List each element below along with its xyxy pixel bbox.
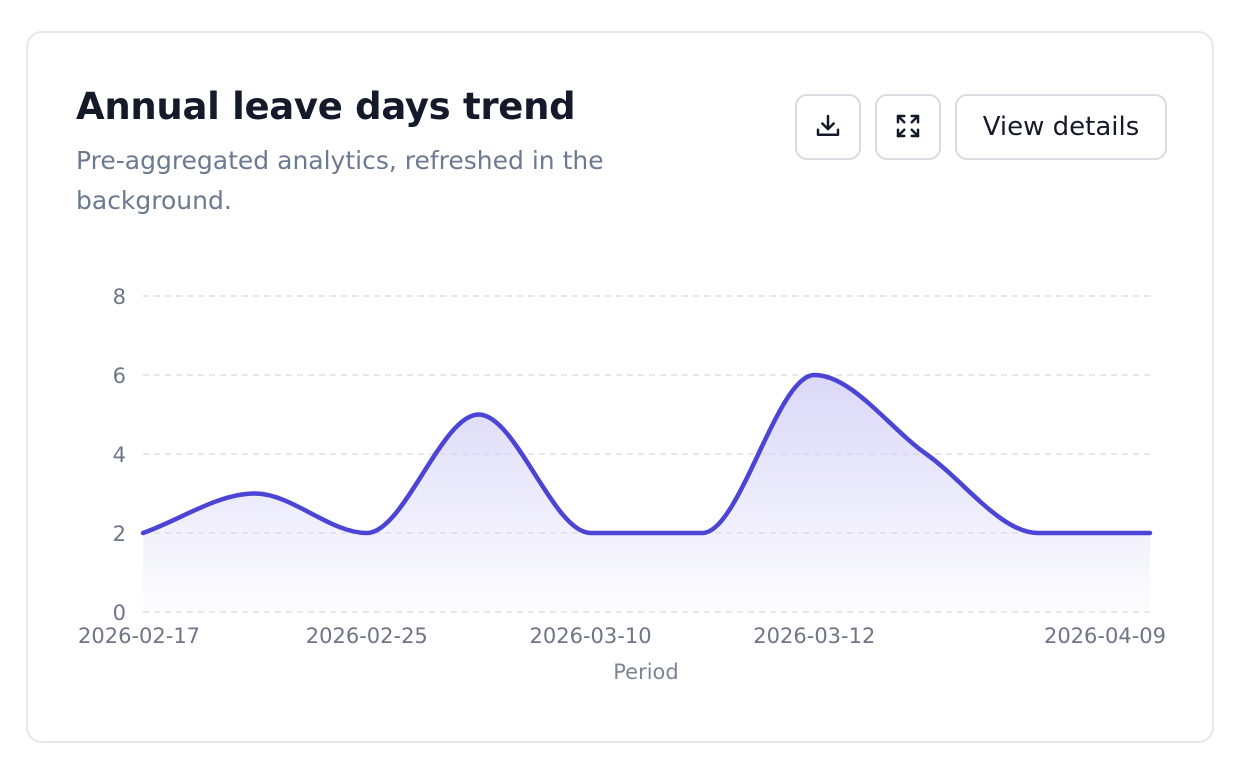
y-tick-label: 4 [113,443,126,467]
x-tick-label: 2026-02-17 [78,624,200,648]
y-axis: 0 2 4 6 8 [113,285,126,625]
expand-icon [893,111,923,144]
x-tick-label: 2026-03-10 [530,624,652,648]
download-button[interactable] [795,94,861,160]
x-axis: 2026-02-17 2026-02-25 2026-03-10 2026-03-12… [78,624,1166,648]
download-icon [813,111,843,144]
chart-title: Annual leave days trend [76,85,576,128]
view-details-button[interactable]: View details [955,94,1167,160]
series-area [143,375,1150,612]
x-tick-label: 2026-03-12 [753,624,875,648]
y-tick-label: 6 [113,364,126,388]
y-tick-label: 2 [113,522,126,546]
series-line [140,372,1153,536]
chart-card: Annual leave days trend Pre-aggregated a… [26,31,1214,743]
x-tick-label: 2026-04-09 [1044,624,1166,648]
expand-button[interactable] [875,94,941,160]
x-axis-label: Period [613,660,678,684]
y-tick-label: 0 [113,601,126,625]
x-tick-label: 2026-02-25 [306,624,428,648]
y-tick-label: 8 [113,285,126,309]
chart-subtitle: Pre-aggregated analytics, refreshed in t… [76,146,604,215]
